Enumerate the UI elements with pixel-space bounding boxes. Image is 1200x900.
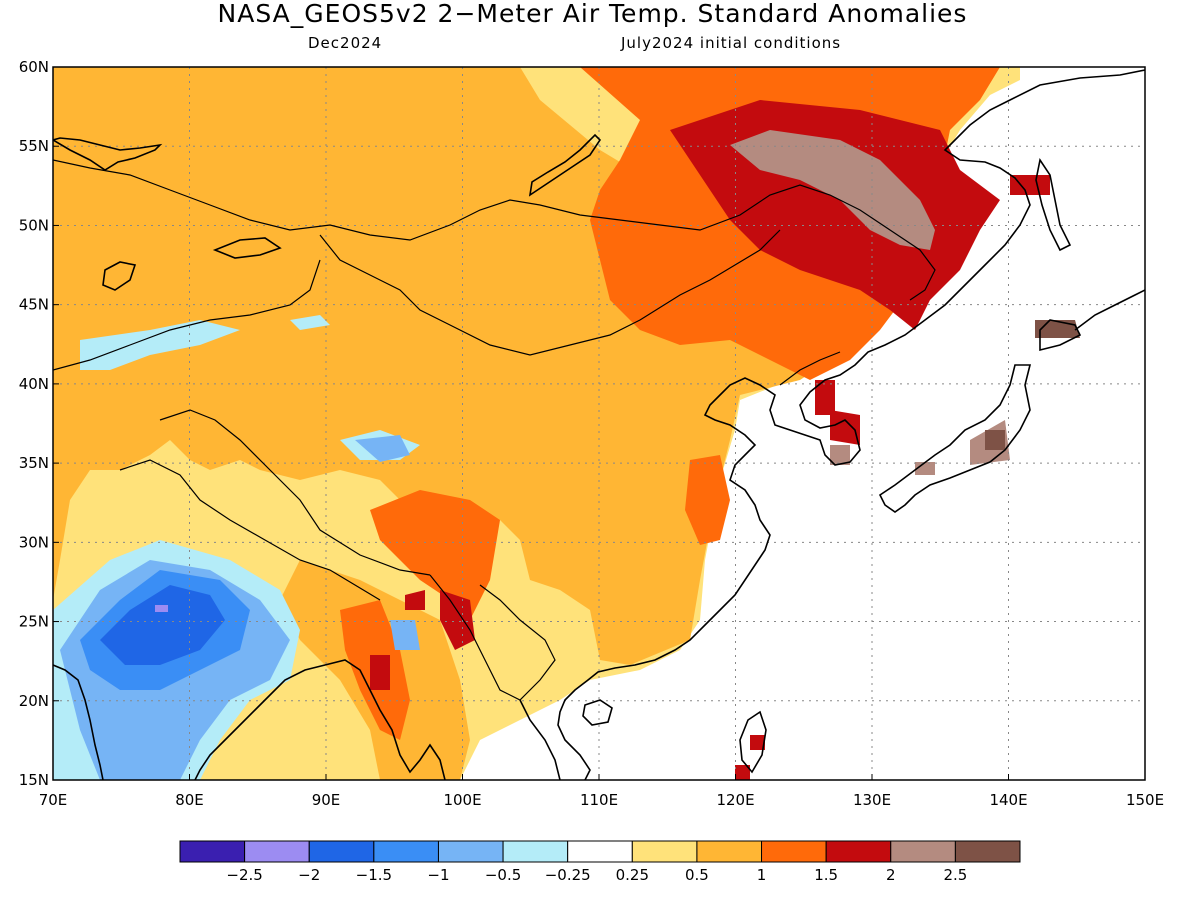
longitude-tick-label: 120E	[716, 791, 754, 809]
colorbar-label: −1.5	[356, 866, 392, 884]
colorbar-swatch	[308, 840, 375, 863]
anomaly-region-orange	[53, 67, 180, 170]
border-china-korea	[779, 351, 841, 386]
border-russia-kazakhstan	[53, 159, 936, 301]
longitude-tick-label: 90E	[312, 791, 341, 809]
country-borders	[53, 159, 936, 701]
gridlines	[53, 67, 1145, 780]
taiwan-island	[739, 710, 767, 774]
coastline-india-bay	[194, 664, 326, 780]
longitude-tick-label: 130E	[853, 791, 891, 809]
longitude-tick-label: 70E	[39, 791, 68, 809]
japan-islands	[878, 319, 1082, 513]
latitude-tick-label: 55N	[19, 137, 49, 155]
anomaly-region-brown	[730, 130, 935, 250]
anomaly-region-deep-blue	[100, 585, 225, 665]
colorbar-label: −2	[298, 866, 320, 884]
colorbar-swatch	[954, 840, 1021, 863]
coastline-indochina	[519, 699, 561, 780]
colorbar-swatch	[179, 840, 246, 863]
coastline-mainland	[557, 69, 1145, 780]
colorbar-label: −0.5	[485, 866, 521, 884]
colorbar-swatch	[696, 840, 763, 863]
colorbar-swatch	[502, 840, 569, 863]
colorbar-legend	[179, 840, 1021, 863]
colorbar-label: −0.25	[545, 866, 591, 884]
latitude-tick-label: 60N	[19, 58, 49, 76]
aral-sea	[102, 261, 137, 291]
lake-baikal	[528, 133, 602, 197]
lake-balkhash	[212, 237, 282, 259]
latitude-tick-label: 45N	[19, 296, 49, 314]
colorbar-swatch	[437, 840, 504, 863]
hainan-island	[582, 699, 613, 726]
latitude-tick-label: 40N	[19, 375, 49, 393]
longitude-tick-label: 100E	[443, 791, 481, 809]
border-mongolia-china	[319, 229, 781, 356]
anomaly-region-red	[405, 590, 475, 650]
initial-conditions-label: July2024 initial conditions	[621, 34, 842, 52]
colorbar-swatch	[825, 840, 892, 863]
kuril-kamchatka	[1074, 289, 1145, 331]
anomaly-region-light-blue	[290, 315, 420, 460]
border-india-nepal	[119, 459, 381, 601]
latitude-tick-label: 30N	[19, 533, 49, 551]
coastline-india-west	[53, 664, 104, 780]
anomaly-region-light-blue	[80, 320, 240, 370]
colorbar-label: −1	[427, 866, 449, 884]
latitude-tick-label: 25N	[19, 613, 49, 631]
colorbar-swatch	[631, 840, 698, 863]
colorbar-swatch	[761, 840, 827, 863]
colorbar-labels: −2.5 −2 −1.5 −1 −0.5 −0.25 0.25 0.5 1 1.5 2 2.5	[226, 866, 967, 884]
longitude-tick-label: 110E	[580, 791, 618, 809]
anomaly-field	[53, 67, 1145, 780]
latitude-tick-labels: 15N 20N 25N 30N 35N 40N 45N 50N 55N 60N	[19, 58, 59, 789]
forecast-month: Dec2024	[308, 34, 383, 52]
colorbar-swatch	[567, 840, 633, 863]
anomaly-region-brown	[830, 420, 1010, 475]
sakhalin-island	[1035, 157, 1072, 252]
latitude-tick-label: 35N	[19, 454, 49, 472]
anomaly-region-dark-orange	[685, 455, 730, 545]
colorbar-label: 0.25	[616, 866, 649, 884]
colorbar-label: 0.5	[685, 866, 709, 884]
coastline-myanmar	[324, 659, 446, 780]
longitude-tick-label: 80E	[175, 791, 204, 809]
colorbar-swatch	[244, 840, 310, 863]
colorbar-label: 2	[886, 866, 896, 884]
colorbar-label: 1.5	[814, 866, 838, 884]
caspian-sea	[53, 137, 163, 171]
colorbar-swatch	[890, 840, 956, 863]
latitude-tick-label: 15N	[19, 771, 49, 789]
border-southeast-asia	[429, 574, 556, 701]
colorbar-label: 2.5	[943, 866, 967, 884]
border-kazakhstan-south	[53, 259, 321, 371]
colorbar-swatch	[373, 840, 439, 863]
latitude-tick-label: 50N	[19, 216, 49, 234]
anomaly-region-blue	[355, 435, 420, 650]
longitude-tick-label: 140E	[989, 791, 1027, 809]
latitude-tick-label: 20N	[19, 692, 49, 710]
colorbar-label: −2.5	[226, 866, 262, 884]
border-china-west	[159, 409, 431, 576]
coastlines	[53, 69, 1145, 780]
anomaly-region-red	[815, 380, 860, 445]
anomaly-region-lavender	[155, 605, 168, 612]
longitude-tick-label: 150E	[1126, 791, 1164, 809]
map-title: NASA_GEOS5v2 2−Meter Air Temp. Standard …	[217, 0, 968, 28]
anomaly-region-dark-brown	[985, 320, 1080, 450]
anomaly-region-red	[1010, 175, 1050, 195]
longitude-tick-labels: 70E 80E 90E 100E 110E 120E 130E 140E 150E	[39, 774, 1164, 809]
anomaly-region-dark-orange	[370, 490, 500, 620]
colorbar-label: 1	[757, 866, 767, 884]
